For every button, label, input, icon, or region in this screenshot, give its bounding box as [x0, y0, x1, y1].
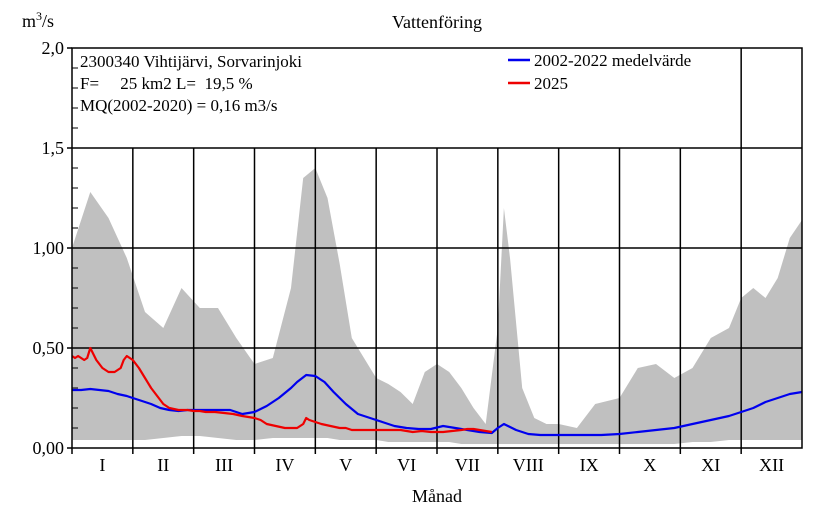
- legend: 2002-2022 medelvärde 2025: [508, 51, 691, 93]
- legend-label-2025: 2025: [534, 74, 568, 93]
- info-line-station: 2300340 Vihtijärvi, Sorvarinjoki: [80, 52, 302, 71]
- x-axis-label: Månad: [412, 486, 462, 506]
- y-tick-label: 1,00: [33, 238, 65, 258]
- x-tick-label: VII: [455, 455, 480, 475]
- y-tick-label: 0,50: [33, 338, 65, 358]
- y-axis-label: m3/s: [22, 9, 54, 31]
- x-tick-label: X: [643, 455, 656, 475]
- x-tick-label: IV: [275, 455, 294, 475]
- legend-label-mean: 2002-2022 medelvärde: [534, 51, 691, 70]
- series-line-1: [71, 346, 492, 434]
- series-layer: [71, 346, 803, 437]
- x-tick-label: IX: [580, 455, 599, 475]
- x-tick-label: I: [99, 455, 105, 475]
- series-line-0: [72, 373, 803, 437]
- x-tick-label: VI: [397, 455, 416, 475]
- x-tick-label: V: [339, 455, 352, 475]
- info-line-mq: MQ(2002-2020) = 0,16 m3/s: [80, 96, 278, 115]
- y-axis-label-exponent: 3: [36, 9, 42, 23]
- y-tick-label: 1,5: [42, 138, 65, 158]
- y-axis-label-base: m: [22, 11, 36, 31]
- station-info: 2300340 Vihtijärvi, Sorvarinjoki F= 25 k…: [80, 52, 302, 115]
- y-tick-label: 0,00: [33, 438, 65, 458]
- info-line-area: F= 25 km2 L= 19,5 %: [80, 74, 253, 93]
- x-tick-label: XII: [759, 455, 784, 475]
- x-tick-label: VIII: [513, 455, 544, 475]
- x-tick-label: II: [157, 455, 169, 475]
- grid-layer: [72, 48, 802, 448]
- axis-layer: 0,000,501,001,52,0I II III IV V VI VII VIII IX X X…: [33, 38, 803, 475]
- y-axis-label-rest: /s: [42, 11, 54, 31]
- y-tick-label: 2,0: [42, 38, 65, 58]
- x-tick-label: XI: [701, 455, 720, 475]
- x-tick-label: III: [215, 455, 233, 475]
- chart-title: Vattenföring: [392, 12, 482, 32]
